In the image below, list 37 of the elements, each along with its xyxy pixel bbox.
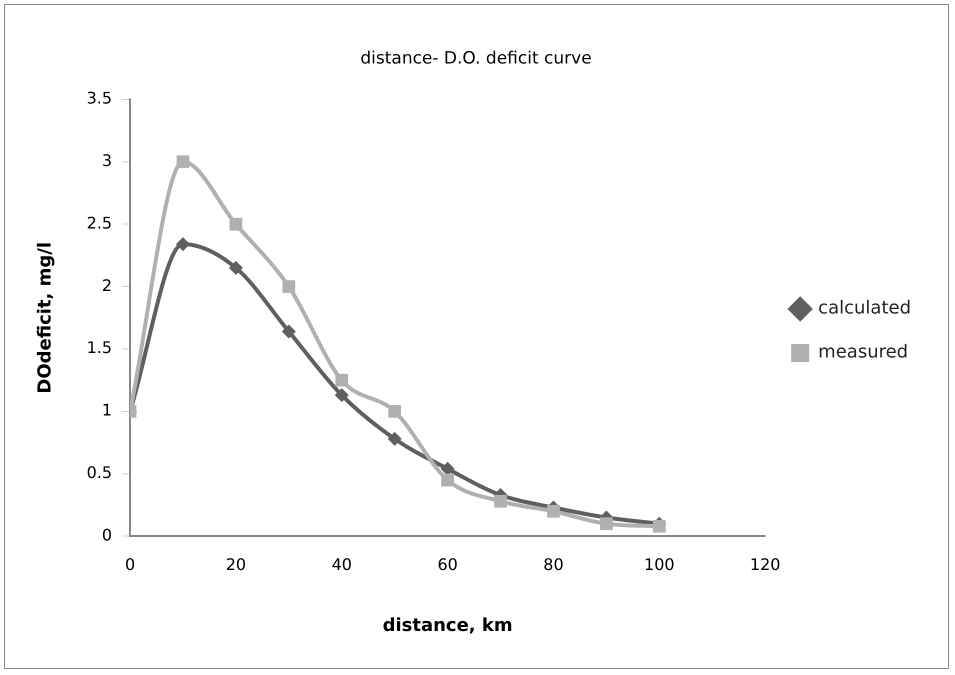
point: [494, 494, 507, 508]
point: [547, 504, 560, 518]
point: [228, 260, 243, 275]
x-tick-label: 120: [750, 554, 780, 574]
point: [282, 324, 296, 339]
y-tick-label: 2: [102, 276, 112, 295]
chart-title: distance- D.O. deficit curve: [360, 48, 592, 69]
legend-label: measured: [818, 342, 908, 363]
point: [334, 388, 349, 402]
y-axis-title: DOdeficit, mg/l: [34, 242, 56, 394]
point: [440, 462, 455, 476]
point: [441, 474, 454, 486]
x-tick-label: 60: [437, 554, 458, 574]
point: [176, 155, 190, 168]
point: [230, 218, 242, 231]
y-tick-label: 1.5: [86, 338, 112, 358]
x-tick-label: 0: [124, 554, 136, 574]
point: [652, 520, 666, 533]
x-tick-label: 80: [543, 554, 564, 574]
point: [176, 237, 190, 252]
y-tick-label: 3: [102, 150, 112, 170]
x-tick-label: 20: [226, 554, 246, 574]
y-tick-label: 0: [102, 525, 112, 544]
frame: distance, km DOdeficit, mg/l calculated measured distance- D.O. deficit curve 0 20 40 60 80 100 120 0 0.5 1 1.5 2 2.5 3 3.5: [4, 4, 949, 669]
point: [388, 432, 402, 446]
x-tick-label: 40: [332, 554, 352, 574]
y-tick-label: 0.5: [86, 462, 112, 482]
legend-label: calculated: [818, 298, 912, 319]
y-tick-label: 2.5: [86, 213, 112, 232]
point: [335, 374, 348, 387]
y-tick-label: 1: [102, 400, 112, 420]
point: [600, 517, 613, 530]
y-tick-label: 3.5: [86, 88, 112, 108]
point: [388, 405, 402, 418]
point: [282, 280, 296, 293]
x-tick-label: 100: [644, 554, 675, 574]
x-axis-title: distance, km: [382, 614, 513, 636]
